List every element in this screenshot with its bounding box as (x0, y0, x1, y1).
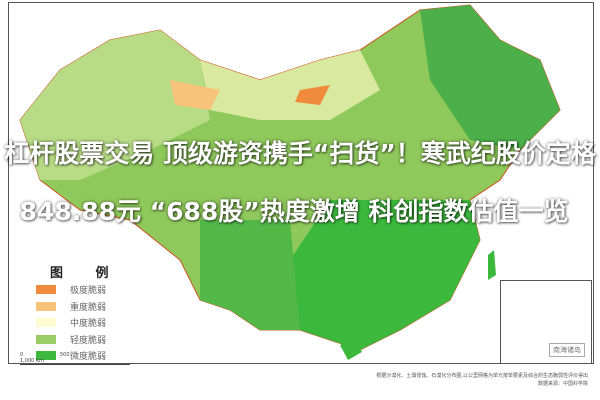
headline-line-1: 杠杆股票交易 顶级游资携手“扫货”！寒武纪股价定格 (4, 139, 596, 168)
map-legend: 图 例 极度脆弱 重度脆弱 中度脆弱 轻度脆弱 微度脆弱 (18, 262, 138, 364)
legend-item: 极度脆弱 (18, 282, 138, 298)
footnote-source: 数据来源：中国科学院 (537, 381, 588, 387)
taiwan-island (488, 250, 496, 280)
footnote-line: 根据沙漠化、土壤侵蚀、石漠化分布图,以公里网格为单元按单要素及综合的生态脆弱性评… (376, 373, 588, 379)
legend-label: 中度脆弱 (70, 319, 107, 330)
legend-swatch (36, 334, 56, 344)
legend-item: 轻度脆弱 (18, 332, 138, 348)
inset-label: 南海诸岛 (549, 343, 585, 357)
headline-line-2: 848.88元 “688股”热度激增 科创指数估值一览 (19, 197, 569, 226)
southwest-region (200, 220, 300, 330)
northeast-region (420, 5, 560, 150)
legend-title: 图 例 (50, 266, 123, 281)
extreme-zone (295, 85, 330, 105)
legend-label: 轻度脆弱 (70, 335, 107, 346)
legend-item: 重度脆弱 (18, 299, 138, 315)
legend-item: 中度脆弱 (18, 315, 138, 331)
map-footnote: 根据沙漠化、土壤侵蚀、石漠化分布图,以公里网格为单元按单要素及综合的生态脆弱性评… (376, 372, 588, 388)
legend-label: 重度脆弱 (70, 302, 107, 313)
legend-label: 微度脆弱 (70, 352, 107, 363)
severe-zone (170, 80, 220, 110)
legend-item: 微度脆弱 (18, 348, 138, 364)
legend-label: 极度脆弱 (70, 286, 107, 297)
legend-swatch (36, 351, 56, 361)
scale-bar: 0 500 1,000 Km (20, 352, 130, 365)
west-region (20, 30, 210, 180)
south-china-sea-inset: 南海诸岛 (500, 280, 592, 364)
map-frame (8, 2, 594, 364)
scale-tick: 1,000 Km (20, 358, 45, 364)
hainan-island (340, 340, 362, 360)
north-arid-zone (200, 50, 380, 120)
legend-swatch (36, 318, 56, 328)
legend-swatch (36, 301, 56, 311)
legend-swatch (36, 285, 56, 295)
scale-tick: 0 (20, 352, 24, 358)
scale-tick: 500 (60, 352, 70, 358)
southeast-region (290, 200, 480, 350)
